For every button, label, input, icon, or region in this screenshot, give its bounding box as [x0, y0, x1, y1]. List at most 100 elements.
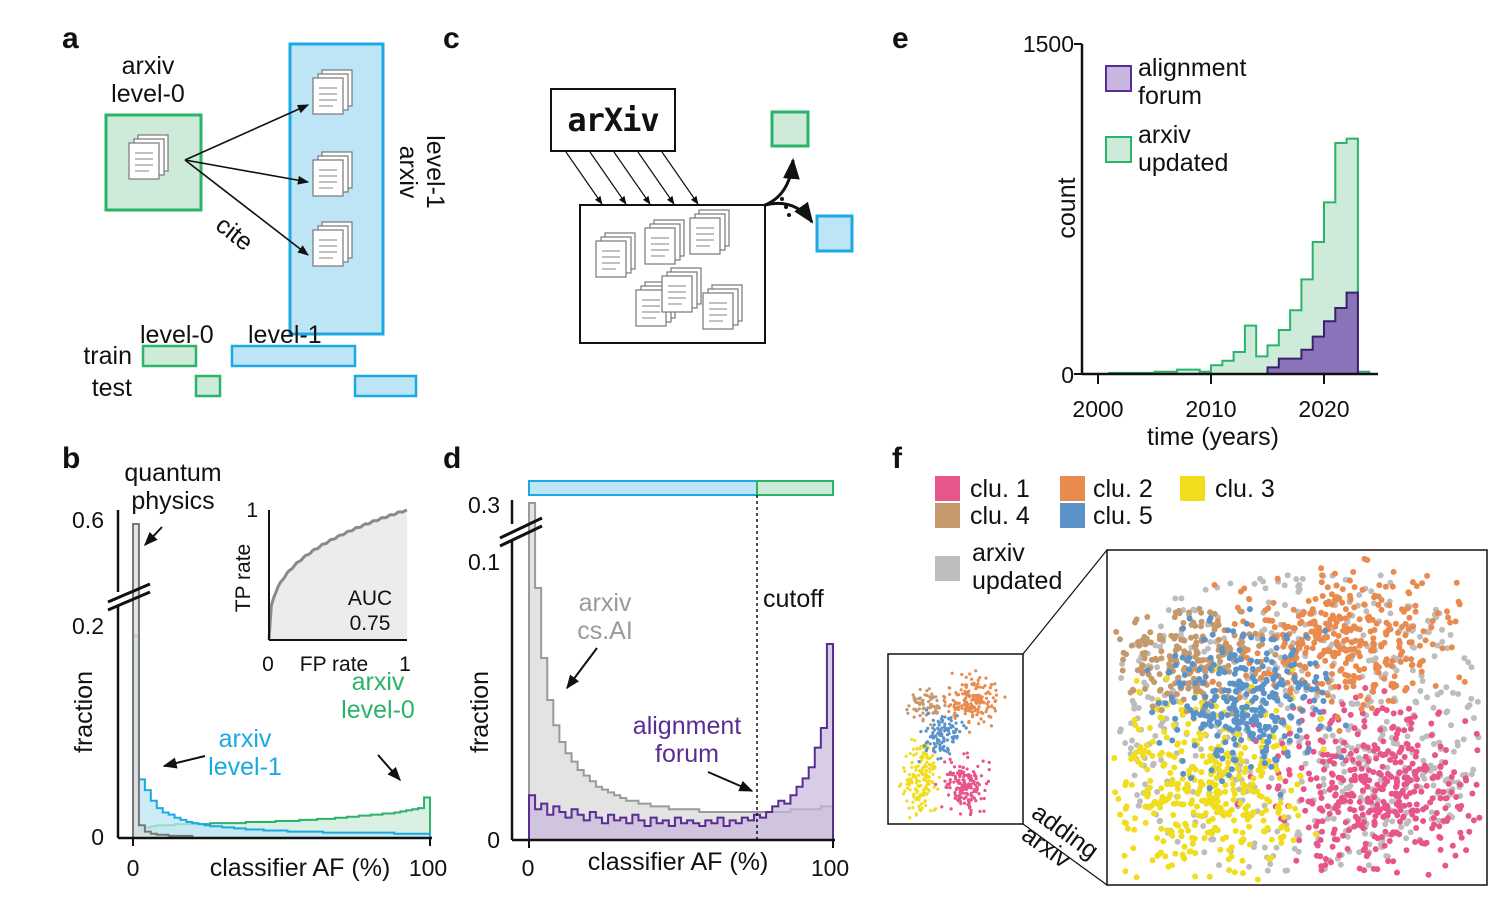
clu1-point-small: [975, 785, 979, 790]
arxiv-updated-point: [1322, 733, 1329, 740]
clu4-point: [1171, 635, 1178, 642]
level1-arrow: [162, 755, 206, 769]
clu3-point-small: [919, 769, 923, 773]
clu3-point-small: [936, 787, 940, 791]
clu2-point: [1262, 607, 1269, 614]
clu2-point-small: [988, 686, 992, 690]
arxiv-updated-point: [1152, 733, 1159, 739]
clu5-point: [1312, 660, 1319, 667]
clu1-point: [1396, 831, 1403, 838]
clu2-point: [1343, 636, 1350, 643]
clu4-point-small: [934, 695, 938, 699]
clu1-point: [1449, 842, 1456, 849]
clu3-point: [1254, 876, 1261, 883]
clu5-point-small: [940, 720, 944, 724]
clu1-point-small: [958, 786, 962, 791]
clu2-point: [1319, 680, 1326, 687]
clu2-point: [1408, 662, 1415, 669]
clu3-point-small: [924, 765, 928, 769]
clu3-point: [1213, 809, 1220, 816]
clu1-point: [1431, 773, 1438, 780]
clu5-point: [1197, 712, 1204, 718]
clu1-point: [1382, 751, 1389, 758]
clu3-point: [1165, 751, 1172, 758]
arxiv-updated-point: [1330, 694, 1337, 700]
clu5-point: [1292, 679, 1299, 685]
clu3-point: [1294, 781, 1301, 788]
clu1-point: [1305, 740, 1312, 747]
clu5-point: [1259, 749, 1266, 755]
clu3-point: [1318, 715, 1325, 722]
clu2-point: [1383, 619, 1390, 626]
clu3-point: [1128, 781, 1135, 788]
clu4-point: [1141, 655, 1148, 662]
clu3-point: [1142, 819, 1149, 826]
clu1-point: [1407, 777, 1414, 784]
arxiv-updated-point: [1320, 781, 1327, 788]
panel-c: c arXiv: [443, 22, 854, 344]
auc-value: 0.75: [350, 612, 391, 635]
clu3-point-small: [907, 773, 912, 777]
clu5-point: [1296, 718, 1303, 725]
clu5-point: [1248, 657, 1255, 664]
clu1-point: [1319, 818, 1326, 825]
clu1-point: [1403, 793, 1410, 800]
clu3-point: [1131, 717, 1138, 723]
clu2-point-small: [961, 692, 965, 696]
clu5-point: [1224, 627, 1231, 634]
clu4-point: [1153, 657, 1160, 663]
arxiv-updated-point: [1324, 815, 1331, 822]
clu2-point-small: [989, 724, 994, 728]
clu1-point: [1394, 778, 1401, 785]
clu5-point: [1200, 679, 1207, 686]
clu3-point: [1194, 803, 1200, 810]
arxiv-updated-point: [1273, 844, 1280, 851]
cite-arrow-3: [184, 159, 309, 256]
clu1-point: [1451, 769, 1458, 776]
pool-doc-6: [702, 284, 743, 330]
clu1-point: [1401, 754, 1408, 760]
clu1-point: [1310, 748, 1317, 755]
arxiv-updated-point: [1165, 607, 1172, 614]
clu4-point: [1207, 609, 1213, 616]
arxiv-updated-point: [1470, 766, 1477, 773]
arxiv-updated-point: [1344, 833, 1351, 840]
clu1-point: [1432, 752, 1438, 759]
clu3-point: [1171, 754, 1178, 760]
clu5-point: [1214, 732, 1221, 739]
clu3-point-small: [911, 747, 915, 751]
clu3-point: [1187, 848, 1194, 855]
clu5-point: [1323, 675, 1330, 682]
clu2-point: [1236, 694, 1243, 701]
clu2-point: [1265, 617, 1272, 624]
clu2-point-small: [971, 713, 975, 717]
clu1-point: [1324, 803, 1331, 810]
clu2-point-small: [963, 712, 967, 716]
clu5-point-small: [962, 724, 966, 728]
arxiv-updated-point: [1368, 588, 1375, 595]
clu3-point: [1154, 852, 1161, 859]
clu2-point-small: [954, 691, 958, 695]
clu1-point: [1457, 829, 1464, 836]
clu1-point: [1329, 753, 1336, 760]
clu3-point: [1204, 829, 1211, 836]
clu5-point: [1298, 707, 1305, 714]
clu5-point: [1311, 697, 1318, 704]
clu2-point-small: [963, 689, 967, 693]
clu5-point: [1259, 636, 1266, 643]
clu3-point-small: [917, 807, 922, 812]
clu1-point-small: [965, 767, 969, 771]
clu2-point: [1319, 572, 1326, 579]
arxiv-updated-point: [1141, 679, 1148, 686]
arxiv-updated-point: [1455, 691, 1462, 697]
clu4-point: [1226, 668, 1233, 675]
clu3-point: [1123, 779, 1130, 786]
clu5-point-small: [938, 748, 942, 752]
clu3-point: [1206, 791, 1212, 798]
clu4-point-small: [935, 711, 940, 715]
clu4-point: [1259, 641, 1265, 648]
arxiv-updated-point: [1356, 754, 1362, 761]
clu1-point: [1412, 753, 1419, 760]
train-level1-bar: [230, 344, 357, 368]
clu1-point-small: [979, 797, 983, 801]
